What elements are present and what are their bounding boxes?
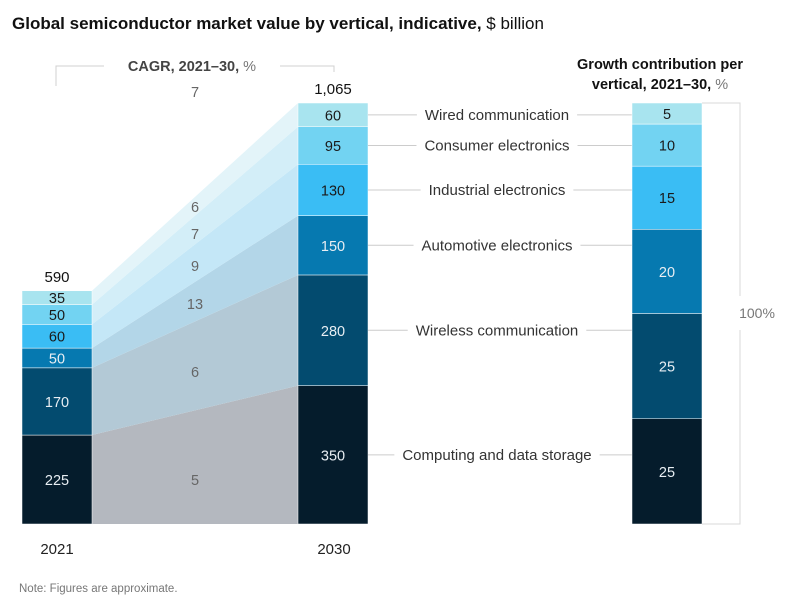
- cagr-value-wireless-communication: 6: [191, 365, 199, 381]
- growth-value-consumer-electronics: 10: [659, 139, 675, 155]
- growth-value-industrial-electronics: 15: [659, 191, 675, 207]
- cagr-band-consumer-electronics: [92, 126, 298, 325]
- vertical-label-industrial-electronics: Industrial electronics: [429, 182, 566, 199]
- cagr-bands: [92, 103, 298, 524]
- growth-contribution-bar: 25 25 20 15 10 5: [631, 102, 703, 525]
- bar-value-2021-consumer-electronics: 50: [49, 308, 65, 324]
- growth-total-label: 100%: [739, 305, 775, 321]
- bar-value-2030-automotive-electronics: 150: [321, 239, 345, 255]
- chart-title: Global semiconductor market value by ver…: [12, 14, 544, 33]
- cagr-value-automotive-electronics: 13: [187, 297, 203, 313]
- growth-header-line2-unit: %: [711, 77, 728, 93]
- cagr-band-industrial-electronics: [92, 164, 298, 349]
- growth-segment-consumer-electronics: [631, 123, 703, 167]
- bar-segment-2030-computing-and-data-storage: [297, 385, 369, 525]
- cagr-value-computing-and-data-storage: 5: [191, 473, 199, 489]
- growth-value-automotive-electronics: 20: [659, 265, 675, 281]
- growth-segment-automotive-electronics: [631, 229, 703, 314]
- bar-segment-2030-consumer-electronics: [297, 126, 369, 165]
- growth-header-line1: Growth contribution per: [577, 57, 743, 73]
- vertical-label-wired-communication: Wired communication: [425, 107, 569, 124]
- cagr-bracket-left-line: [55, 65, 104, 86]
- bar-segment-2030-industrial-electronics: [297, 164, 369, 216]
- bar-value-2021-wireless-communication: 170: [45, 395, 69, 411]
- cagr-value-industrial-electronics: 9: [191, 259, 199, 275]
- growth-segment-wired-communication: [631, 102, 703, 125]
- bar-value-2030-consumer-electronics: 95: [325, 139, 341, 155]
- cagr-value-consumer-electronics: 7: [191, 227, 199, 243]
- cagr-header: CAGR, 2021–30, %: [128, 59, 256, 75]
- vertical-label-wireless-communication: Wireless communication: [416, 322, 579, 339]
- cagr-band-automotive-electronics: [92, 215, 298, 368]
- chart-title-unit: $ billion: [482, 14, 544, 33]
- growth-segment-industrial-electronics: [631, 165, 703, 230]
- bar-segment-2021-computing-and-data-storage: [21, 434, 93, 525]
- bar-segment-2021-wireless-communication: [21, 367, 93, 436]
- bar-value-2021-computing-and-data-storage: 225: [45, 473, 69, 489]
- cagr-header-main: CAGR, 2021–30,: [128, 59, 239, 75]
- cagr-bracket: CAGR, 2021–30, %: [55, 59, 335, 86]
- cagr-band-computing-and-data-storage: [92, 385, 298, 524]
- chart-title-main: Global semiconductor market value by ver…: [12, 14, 482, 33]
- growth-segment-wireless-communication: [631, 313, 703, 419]
- bar-total-2021: 590: [44, 269, 69, 286]
- bar-segment-2030-wireless-communication: [297, 274, 369, 386]
- vertical-label-computing-and-data-storage: Computing and data storage: [402, 447, 591, 464]
- vertical-label-consumer-electronics: Consumer electronics: [424, 137, 569, 154]
- year-label-2030: 2030: [317, 541, 350, 558]
- cagr-band-wired-communication: [92, 103, 298, 305]
- footnote: Note: Figures are approximate.: [19, 583, 178, 595]
- bar-value-2030-wired-communication: 60: [325, 108, 341, 124]
- growth-bracket-bottom-line: [702, 330, 741, 525]
- bar-segment-2021-wired-communication: [21, 290, 93, 305]
- bar-value-2030-computing-and-data-storage: 350: [321, 448, 345, 464]
- growth-header-line2: vertical, 2021–30, %: [592, 77, 728, 93]
- growth-total-bracket: 100%: [702, 102, 775, 525]
- bar-value-2021-automotive-electronics: 50: [49, 351, 65, 367]
- growth-value-wireless-communication: 25: [659, 360, 675, 376]
- growth-segment-computing-and-data-storage: [631, 418, 703, 525]
- bar-total-2030: 1,065: [314, 81, 352, 98]
- bar-value-2021-wired-communication: 35: [49, 291, 65, 307]
- cagr-bracket-right-line: [280, 65, 335, 72]
- growth-value-wired-communication: 5: [663, 107, 671, 123]
- growth-bracket-top-line: [702, 102, 741, 296]
- cagr-band-wireless-communication: [92, 274, 298, 436]
- vertical-label-automotive-electronics: Automotive electronics: [422, 237, 573, 254]
- cagr-value-wired-communication: 6: [191, 200, 199, 216]
- bar-value-2030-industrial-electronics: 130: [321, 183, 345, 199]
- year-label-2021: 2021: [40, 541, 73, 558]
- growth-value-computing-and-data-storage: 25: [659, 465, 675, 481]
- bar-value-2030-wireless-communication: 280: [321, 324, 345, 340]
- cagr-value-total: 7: [191, 85, 199, 101]
- vertical-labels: 5 6 13 9 7 6 7 Computing and data storage Wirele…: [187, 85, 632, 489]
- bar-segment-2030-automotive-electronics: [297, 215, 369, 276]
- growth-header-line2-main: vertical, 2021–30,: [592, 77, 711, 93]
- cagr-header-unit: %: [239, 59, 256, 75]
- bar-value-2021-industrial-electronics: 60: [49, 330, 65, 346]
